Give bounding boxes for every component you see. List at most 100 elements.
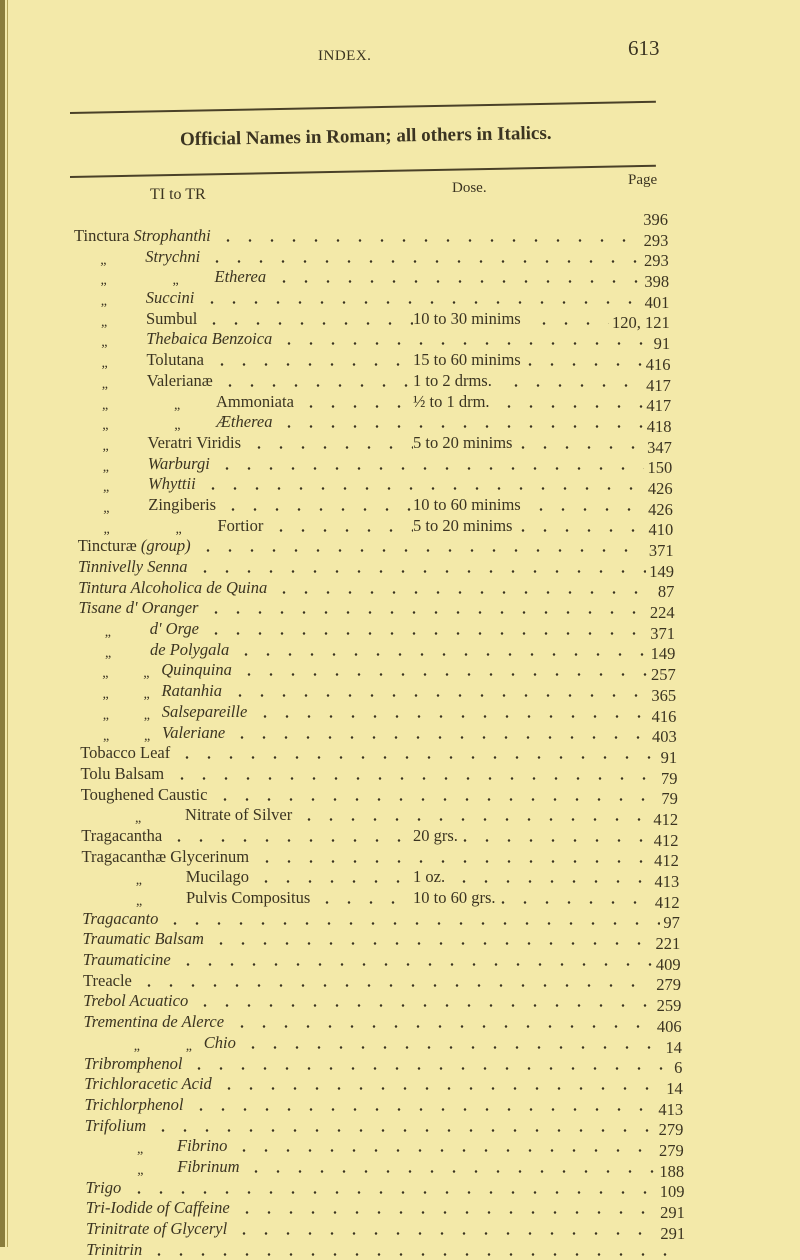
entry-page: 79: [657, 768, 678, 789]
entry-name: Strychni: [145, 247, 200, 267]
index-entry: Tri-Iodide of Caffeine 109: [0, 1182, 800, 1219]
entry-dose: 10 to 30 minims: [413, 308, 525, 329]
entry-page: 279: [656, 1140, 684, 1161]
ditto-mark: „: [137, 1142, 144, 1158]
index-entry: „ Sumbul 10 to 30 minims 401: [0, 292, 800, 330]
index-entry: „ Strychni 293: [0, 230, 800, 268]
entry-tail: (group): [140, 536, 191, 556]
index-entry: Trigo 188: [0, 1161, 800, 1199]
dot-leader: [202, 487, 667, 491]
entry-name: Tribromphenol: [84, 1054, 182, 1074]
entry-page: 291: [657, 1203, 685, 1223]
entry-name: Warburgi: [148, 454, 210, 474]
dot-leader: [176, 756, 671, 760]
entry-page: 79: [658, 789, 678, 810]
index-entry: „ de Polygala 371: [0, 623, 800, 661]
entry-page: 412: [650, 809, 679, 830]
entry-name: Ætherea: [216, 412, 273, 432]
running-head: INDEX.: [318, 48, 372, 64]
entry-name: Tribromphenol: [84, 1053, 183, 1073]
entry-name: Valerianæ: [147, 371, 213, 391]
entry-name: Trigo: [86, 1178, 122, 1198]
index-entry: „ Succini 398: [0, 272, 800, 309]
entry-name: Pulvis Compositus: [186, 888, 310, 908]
entry-name: Trichloracetic Acid: [84, 1074, 212, 1094]
dot-leader: [255, 880, 673, 884]
dot-leader: [278, 342, 664, 346]
dot-leader: [245, 1169, 678, 1173]
index-entry: Tinnivelly Senna 371: [0, 541, 800, 578]
entry-name: Chio: [203, 1032, 236, 1052]
ditto-mark: „: [172, 273, 179, 289]
dot-leader: [233, 1232, 679, 1235]
entry-page: 413: [655, 1099, 684, 1120]
dot-leader: [188, 1066, 676, 1070]
entry-name: Trifolium: [84, 1115, 147, 1135]
entry-name: Trigo: [85, 1177, 122, 1197]
entry-page: 412: [651, 892, 680, 913]
entry-dose: 1 to 2 drms.: [413, 370, 496, 391]
entry-name: Tragacanto: [82, 908, 159, 928]
entry-page: 109: [656, 1182, 685, 1203]
ditto-mark: „: [102, 438, 109, 454]
entry-name: Fibrino: [177, 1136, 227, 1156]
index-entry: Traumaticine 221: [0, 934, 800, 971]
entry-name: d' Orge: [150, 619, 199, 639]
ditto-mark: „: [105, 645, 112, 661]
ditto-mark: „: [143, 666, 150, 682]
ditto-mark: „: [103, 480, 110, 496]
entry-name: Trementina de Alerce: [83, 1012, 225, 1032]
index-entry: „ Fibrinum 279: [0, 1140, 800, 1178]
entry-lead: Tinctura: [74, 226, 134, 245]
dot-leader: [190, 1107, 677, 1111]
entry-name: Tolutana: [147, 350, 205, 370]
entry-name: Nitrate of Silver: [185, 805, 293, 825]
ditto-mark: „: [136, 894, 143, 909]
dot-leader: [256, 859, 673, 863]
entry-name: Trichlorphenol: [84, 1094, 184, 1114]
entry-page: 6: [671, 1058, 683, 1079]
entry-name: Nitrate of Silver: [185, 805, 292, 825]
index-entry: „ „ Ætherea 417: [0, 396, 800, 433]
entry-name: Succini: [146, 288, 195, 308]
entry-name: Thebaica Benzoica: [146, 329, 272, 349]
entry-name: Tintura Alcoholica de Quina: [78, 578, 267, 598]
entry-page: 91: [650, 334, 671, 355]
index-entry: Tolu Balsam 91: [0, 747, 800, 785]
index-entry: Tribromphenol 14: [0, 1037, 800, 1075]
index-entries: Tinctura Strophanthi 396 „ Strychni 293 „ „ Eth…: [0, 210, 800, 1260]
dot-leader: [138, 983, 675, 987]
dot-leader: [298, 818, 672, 822]
entry-name: Toughened Caustic: [80, 784, 208, 804]
index-entry: „ „ Etherea 293: [0, 251, 800, 289]
entry-dose: 5 to 20 minims: [413, 432, 517, 453]
entry-page: 293: [640, 251, 669, 272]
page-gutter-edge: [0, 0, 5, 1247]
page-number: 613: [628, 36, 660, 60]
entry-name: Tragacantha: [81, 825, 163, 845]
entry-page: 14: [663, 1078, 683, 1099]
entry-name: Tobacco Leaf: [80, 743, 170, 763]
entry-page: 91: [657, 747, 678, 768]
ditto-mark: „: [104, 625, 111, 641]
entry-name: Pulvis Compositus: [186, 888, 311, 907]
dot-leader: [235, 652, 669, 656]
dot-leader: [205, 632, 669, 636]
entry-name: Tisane d' Oranger: [78, 598, 199, 618]
entry-name: Mucilago: [186, 867, 249, 887]
entry-name: Zingiberis: [148, 495, 216, 515]
entry-dose: 15 to 60 minims: [413, 350, 525, 371]
entry-name: Treacle: [83, 971, 132, 991]
index-entry: „ Veratri Viridis 5 to 20 minims 418: [0, 416, 800, 454]
index-entry: Trinitrate of Glyceryl 291: [0, 1203, 800, 1240]
index-entry: Trifolium 413: [0, 1099, 800, 1137]
dot-leader: [231, 1025, 676, 1029]
entry-page: 149: [646, 561, 674, 582]
entry-name: Fortior: [217, 515, 264, 535]
dot-leader: [152, 1128, 678, 1132]
entry-page: 412: [650, 830, 679, 851]
index-entry: „ Mucilago 1 oz. 412: [0, 851, 800, 888]
entry-page: 257: [647, 665, 676, 686]
entry-name: Tinnivelly Senna: [78, 557, 188, 577]
index-entry: Tragacanthæ Glycerinum 412: [0, 830, 800, 868]
